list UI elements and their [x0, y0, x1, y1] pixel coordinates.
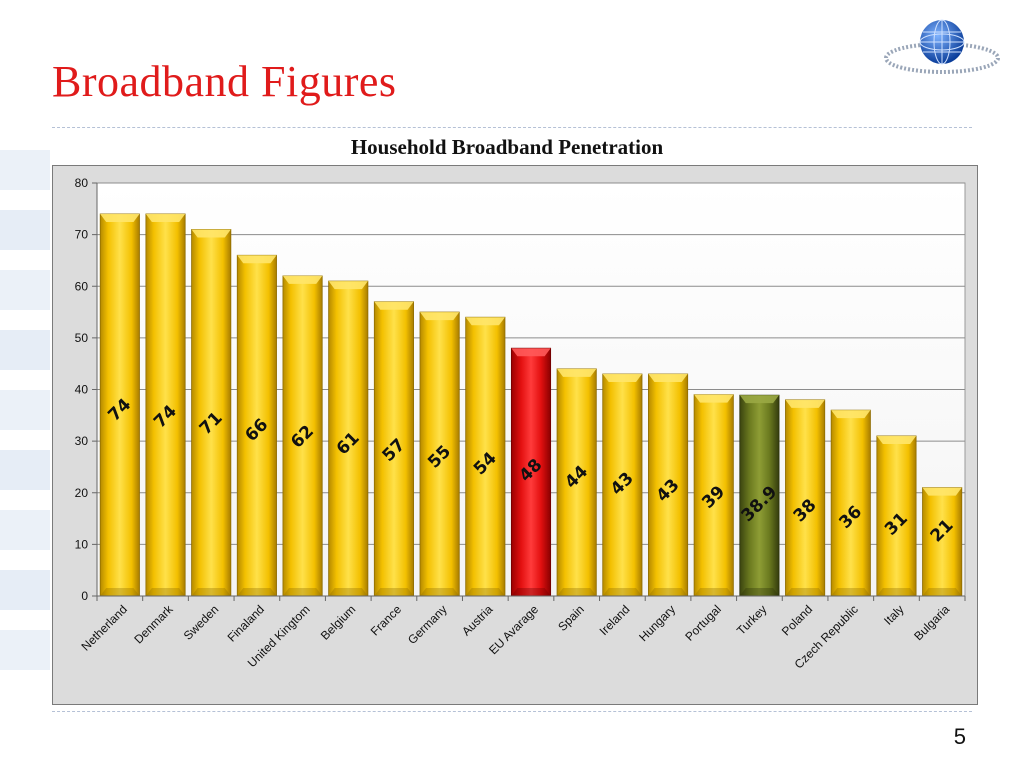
bar-eu-avarage	[510, 347, 552, 597]
y-tick-label: 50	[75, 331, 89, 345]
bar-chart: 74 74 71 66 62 61 57 55 54 48 44 43 43 39 38.9 38 36 31 21…	[52, 165, 978, 705]
bar-united-kingtom	[282, 275, 323, 597]
bar-poland	[785, 399, 826, 597]
top-divider	[52, 127, 972, 128]
bar-germany	[419, 311, 460, 597]
bar-france	[373, 301, 414, 597]
bar-belgium	[328, 280, 369, 597]
bar-austria	[465, 316, 506, 597]
y-tick-label: 30	[75, 434, 89, 448]
bar-hungary	[648, 373, 689, 597]
y-tick-label: 10	[75, 537, 89, 551]
bar-italy	[876, 435, 917, 597]
globe-logo-icon	[884, 19, 1000, 74]
y-tick-label: 20	[75, 486, 89, 500]
bar-portugal	[693, 394, 734, 597]
side-decoration	[0, 150, 50, 670]
bar-sweden	[191, 229, 232, 597]
y-tick-label: 80	[75, 176, 89, 190]
y-tick-label: 60	[75, 279, 89, 293]
bottom-divider	[52, 711, 972, 712]
bar-ireland	[602, 373, 643, 597]
y-tick-label: 40	[75, 383, 89, 397]
bar-spain	[556, 368, 597, 597]
bar-finaland	[236, 254, 277, 597]
slide-title: Broadband Figures	[52, 57, 397, 106]
bar-bulgaria	[922, 487, 963, 597]
y-tick-label: 0	[81, 589, 88, 603]
bar-denmark	[145, 213, 186, 597]
page-number: 5	[953, 724, 966, 749]
y-tick-label: 70	[75, 228, 89, 242]
bar-netherland	[99, 213, 140, 597]
chart-title: Household Broadband Penetration	[350, 135, 664, 159]
bar-turkey	[739, 394, 780, 597]
bar-czech-republic	[830, 409, 871, 597]
